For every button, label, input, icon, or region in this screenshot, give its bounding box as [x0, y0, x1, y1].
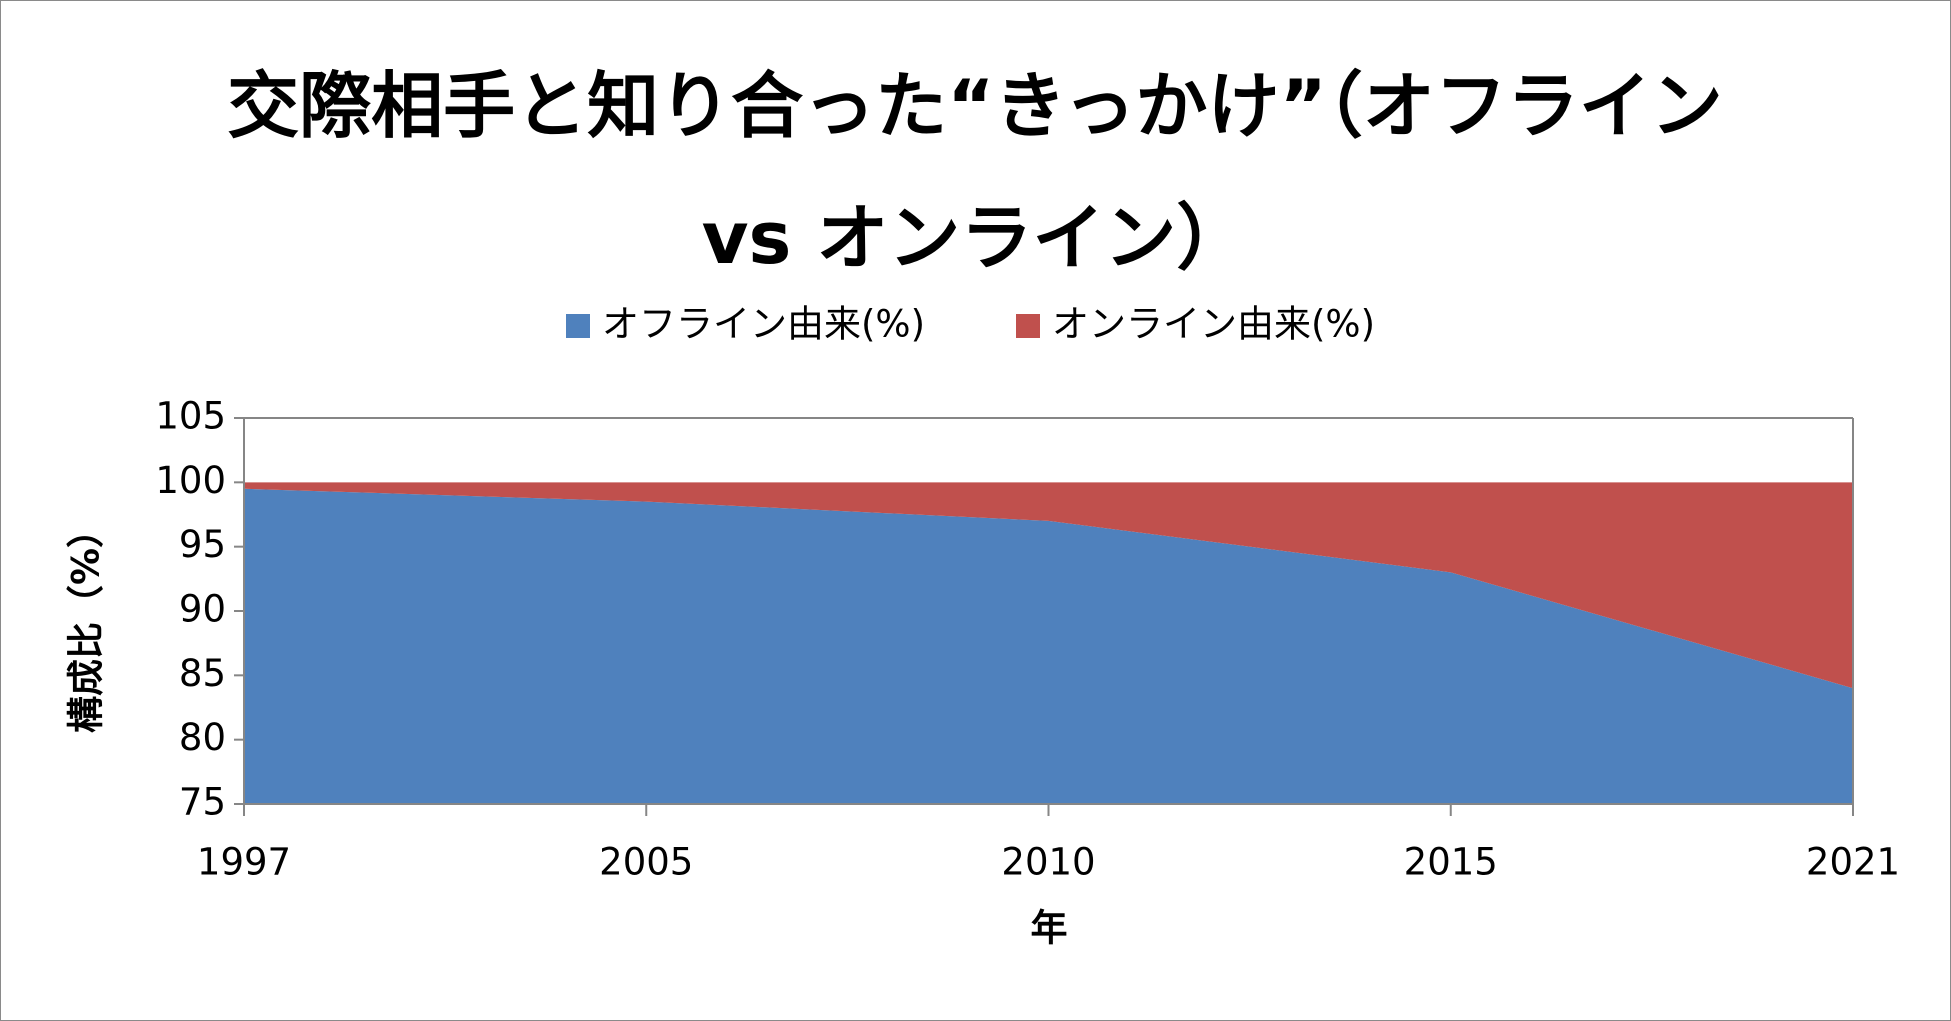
x-tick-label: 2015	[1404, 841, 1498, 884]
area	[244, 488, 1853, 804]
legend-label: オフライン由来(%)	[602, 303, 925, 346]
x-tick-label: 1997	[197, 841, 291, 884]
y-tick-label: 85	[179, 652, 226, 695]
x-tick-label: 2021	[1806, 841, 1900, 884]
x-tick-label: 2005	[599, 841, 693, 884]
y-tick-label: 75	[179, 781, 226, 824]
y-tick-label: 105	[155, 395, 226, 438]
y-tick-label: 100	[155, 459, 226, 502]
y-tick-label: 95	[179, 523, 226, 566]
area	[244, 482, 1853, 689]
legend-label: オンライン由来(%)	[1052, 303, 1375, 346]
y-tick-label: 80	[179, 716, 226, 759]
x-tick-label: 2010	[1001, 841, 1095, 884]
x-axis-title: 年	[1031, 907, 1068, 950]
y-tick-label: 90	[179, 588, 226, 631]
y-axis-title: 構成比（%）	[65, 511, 108, 733]
chart-title: 交際相手と知り合った“きっかけ”（オフライン vs オンライン）	[227, 64, 1723, 280]
legend-swatch	[566, 314, 590, 338]
legend-swatch	[1016, 314, 1040, 338]
